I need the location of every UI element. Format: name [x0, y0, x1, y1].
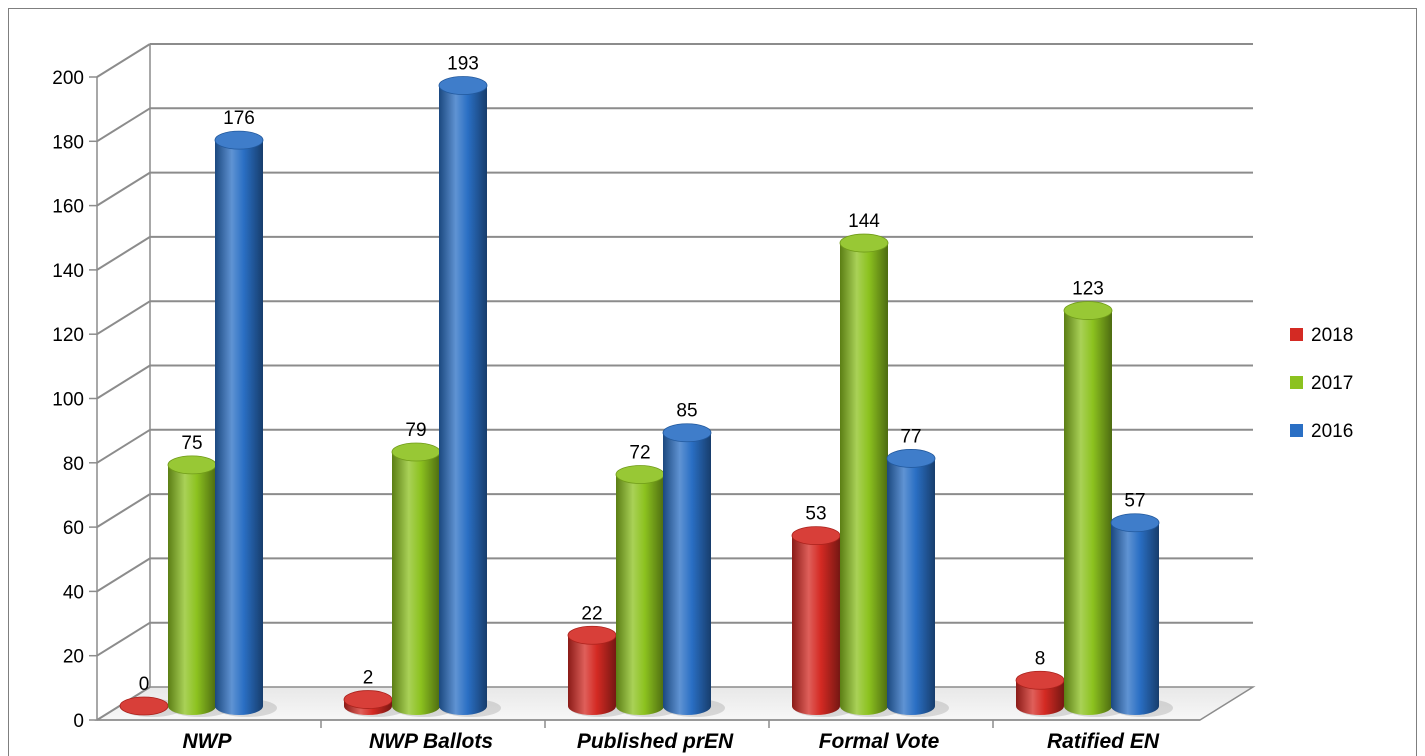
- bar-top: [662, 423, 712, 443]
- bar-top: [391, 442, 441, 462]
- bar-2016-4: [1110, 513, 1173, 717]
- gridline-side: [96, 43, 151, 78]
- y-tick-label: 100: [52, 390, 84, 411]
- legend-swatch-2018: [1290, 328, 1303, 341]
- bar-body: [887, 458, 935, 715]
- legend-label: 2016: [1311, 421, 1353, 442]
- bar-top: [167, 455, 217, 475]
- bar-body: [568, 635, 616, 715]
- y-tick-label: 80: [63, 454, 84, 475]
- bar-top: [567, 625, 617, 645]
- data-label: 79: [405, 420, 426, 441]
- bar-top: [886, 449, 936, 468]
- bar-2016-1: [438, 76, 501, 717]
- data-label: 193: [447, 54, 479, 75]
- gridline-side: [96, 428, 151, 464]
- bar-2018-0: [119, 696, 182, 717]
- gridline-side: [96, 107, 151, 143]
- bar-top: [1063, 301, 1113, 320]
- data-label: 75: [181, 433, 202, 454]
- bar-top: [1015, 670, 1065, 690]
- y-tick-label: 200: [52, 68, 84, 89]
- data-label: 22: [581, 603, 602, 624]
- bar-top: [343, 690, 393, 709]
- bar-top: [839, 233, 889, 253]
- bar-2016-0: [214, 130, 277, 717]
- gridline-side: [96, 236, 151, 271]
- bar-2017-2: [615, 465, 678, 717]
- x-category-label: NWP: [183, 730, 233, 753]
- bar-top: [438, 76, 488, 95]
- gridline-side: [96, 171, 151, 207]
- data-label: 77: [900, 426, 921, 447]
- y-tick-label: 60: [63, 518, 84, 539]
- data-label: 123: [1072, 279, 1104, 300]
- bar-2016-3: [886, 449, 949, 717]
- bar-top: [1110, 513, 1160, 533]
- bar-body: [1064, 310, 1112, 715]
- bar-2018-3: [791, 526, 854, 717]
- gridline-side: [96, 300, 151, 336]
- legend-swatch-2016: [1290, 424, 1303, 437]
- data-label: 0: [139, 674, 150, 695]
- y-tick-label: 120: [52, 325, 84, 346]
- bar-2017-3: [839, 233, 902, 717]
- gridline-side: [96, 621, 151, 657]
- bar-body: [1016, 680, 1064, 715]
- legend-swatch-2017: [1290, 376, 1303, 389]
- bar-2018-1: [343, 690, 406, 717]
- y-tick-label: 20: [63, 647, 84, 668]
- x-category-label: NWP Ballots: [369, 730, 493, 753]
- y-tick-label: 40: [63, 582, 84, 603]
- legend-label: 2018: [1311, 325, 1353, 346]
- data-label: 8: [1035, 648, 1046, 669]
- bar-body: [616, 474, 664, 715]
- gridline-side: [96, 557, 151, 593]
- data-label: 85: [676, 401, 697, 422]
- bar-top: [119, 696, 169, 716]
- y-tick-label: 160: [52, 197, 84, 218]
- bar-top: [214, 130, 264, 150]
- bar-body: [663, 432, 711, 715]
- gridline-side: [96, 364, 151, 400]
- x-category-label: Published prEN: [577, 730, 734, 753]
- bar-body: [439, 85, 487, 715]
- bar-body: [840, 243, 888, 716]
- y-tick-label: 0: [73, 711, 84, 732]
- x-category-label: Formal Vote: [819, 730, 940, 753]
- bar-body: [792, 535, 840, 715]
- bar-2016-2: [662, 423, 725, 717]
- bar-top: [615, 465, 665, 484]
- legend-label: 2017: [1311, 373, 1353, 394]
- bar-body: [168, 464, 216, 715]
- bar-top: [791, 526, 841, 546]
- data-label: 53: [805, 504, 826, 525]
- x-category-label: Ratified EN: [1047, 730, 1160, 753]
- bar-2017-4: [1063, 301, 1126, 717]
- data-label: 144: [848, 211, 880, 232]
- data-label: 57: [1124, 491, 1145, 512]
- y-tick-label: 140: [52, 261, 84, 282]
- data-label: 2: [363, 668, 374, 689]
- y-tick-label: 180: [52, 132, 84, 153]
- data-label: 72: [629, 443, 650, 464]
- data-label: 176: [223, 108, 255, 129]
- bar-body: [215, 140, 263, 715]
- bar-body: [392, 452, 440, 715]
- bar-2018-2: [567, 625, 630, 717]
- bar-body: [1111, 522, 1159, 715]
- gridline-side: [96, 493, 151, 528]
- bar-2017-1: [391, 442, 454, 717]
